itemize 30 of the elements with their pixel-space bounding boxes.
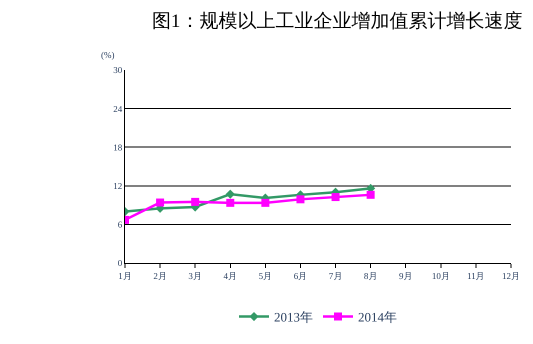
x-tick-label: 5月 [258,270,272,281]
point [366,190,375,199]
x-tick-label: 4月 [224,270,238,281]
y-tick-label: 30 [113,65,123,76]
legend-label: 2014年 [358,310,397,325]
y-tick-label: 18 [113,142,123,152]
point [226,198,234,207]
x-tick-label: 10月 [432,270,450,281]
legend-label: 2013年 [274,310,313,325]
point [191,198,200,206]
x-tick-label: 9月 [398,270,412,281]
point [261,198,270,207]
x-tick-label: 7月 [328,270,342,281]
x-tick-label: 12月 [502,270,520,281]
y-tick-label: 6 [118,220,123,230]
point [296,195,304,204]
y-axis-title: (%) [101,50,114,60]
x-tick-label: 11月 [467,270,485,281]
chart-title: 图1：规模以上工业企业增加值累计增长速度 [152,10,522,32]
y-tick-label: 0 [118,258,123,268]
x-tick-label: 3月 [188,270,202,281]
x-tick-label: 8月 [364,270,378,281]
point [156,198,164,207]
x-tick-label: 6月 [294,270,308,281]
point [226,190,235,199]
y-tick-label: 24 [113,104,123,114]
x-tick-label: 2月 [153,270,167,281]
point [332,193,340,202]
x-tick-label: 1月 [118,270,132,281]
y-tick-label: 12 [113,180,122,191]
